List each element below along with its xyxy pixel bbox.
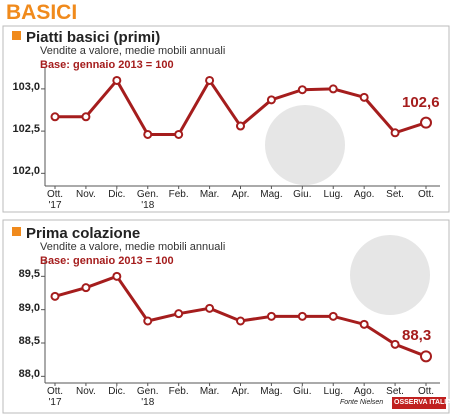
x-tick-label: Lug.	[323, 189, 343, 200]
marker	[143, 316, 153, 326]
marker	[328, 311, 338, 321]
chart-subtitle: Vendite a valore, medie mobili annuali	[40, 45, 226, 57]
logo: OSSERVA ITALIA	[394, 399, 452, 406]
x-tick-label: Giu.	[293, 386, 312, 397]
x-tick-label: Gen. '18	[136, 386, 159, 408]
marker	[328, 84, 338, 94]
x-tick-label: Ott. '17	[46, 189, 64, 211]
x-tick-label: Ott.	[417, 386, 435, 397]
x-tick-label: Dic.	[108, 386, 126, 397]
illustration	[265, 105, 345, 185]
chart-subtitle: Vendite a valore, medie mobili annuali	[40, 241, 226, 253]
marker	[81, 283, 91, 293]
marker	[81, 112, 91, 122]
x-tick-label: Ago.	[353, 189, 375, 200]
x-tick-label: Mag.	[260, 386, 283, 397]
y-tick-label: 88,5	[18, 335, 40, 347]
marker	[390, 339, 400, 349]
x-tick-label: Ott. '17	[46, 386, 64, 408]
x-tick-label: Dic.	[108, 189, 126, 200]
x-tick-label: Mag.	[260, 189, 283, 200]
x-tick-label: Feb.	[168, 189, 189, 200]
panel	[2, 219, 450, 414]
bullet	[12, 31, 21, 40]
marker	[297, 311, 307, 321]
marker	[174, 129, 184, 139]
marker	[420, 116, 432, 129]
marker	[266, 311, 276, 321]
x-tick-label: Nov.	[75, 386, 96, 397]
marker	[205, 303, 215, 313]
y-tick-label: 102,0	[12, 165, 40, 178]
chart-title: Piatti basici (primi)	[26, 29, 161, 46]
marker	[359, 92, 369, 102]
marker	[50, 291, 60, 301]
x-tick-label: Nov.	[75, 189, 96, 200]
marker	[266, 95, 276, 105]
y-tick-label: 89,0	[18, 301, 40, 314]
marker	[174, 309, 184, 319]
marker	[112, 75, 122, 85]
source: Fonte Nielsen	[340, 399, 384, 406]
marker	[236, 316, 245, 326]
marker	[205, 75, 215, 85]
y-tick-label: 89,5	[18, 268, 40, 281]
y-tick-label: 103,0	[12, 80, 40, 93]
marker	[112, 271, 122, 281]
chart-note: Base: gennaio 2013 = 100	[40, 59, 174, 71]
x-tick-label: Ott.	[417, 189, 435, 200]
marker	[390, 128, 400, 138]
y-tick-label: 88,0	[18, 368, 40, 381]
value-label: 88,3	[402, 327, 432, 345]
chart-note: Base: gennaio 2013 = 100	[40, 255, 174, 267]
y-tick-label: 102,5	[12, 123, 40, 136]
marker	[359, 319, 369, 329]
panel	[2, 25, 450, 213]
marker	[236, 121, 245, 131]
marker	[297, 85, 307, 95]
marker	[50, 112, 60, 122]
x-tick-label: Apr.	[231, 386, 250, 397]
x-tick-label: Set.	[386, 189, 404, 200]
logo-box	[392, 397, 446, 409]
x-tick-label: Mar.	[199, 189, 220, 200]
x-tick-label: Feb.	[168, 386, 189, 397]
x-tick-label: Mar.	[199, 386, 220, 397]
x-tick-label: Ago.	[353, 386, 375, 397]
marker	[143, 129, 153, 139]
page-title: BASICI	[6, 1, 78, 24]
illustration	[350, 235, 430, 315]
x-tick-label: Lug.	[323, 386, 343, 397]
x-tick-label: Gen. '18	[136, 189, 159, 211]
x-tick-label: Apr.	[231, 189, 250, 200]
marker	[420, 350, 432, 363]
bullet	[12, 227, 21, 236]
chart-title: Prima colazione	[26, 225, 141, 242]
value-label: 102,6	[402, 93, 440, 111]
x-tick-label: Set.	[386, 386, 404, 397]
x-tick-label: Giu.	[293, 189, 312, 200]
